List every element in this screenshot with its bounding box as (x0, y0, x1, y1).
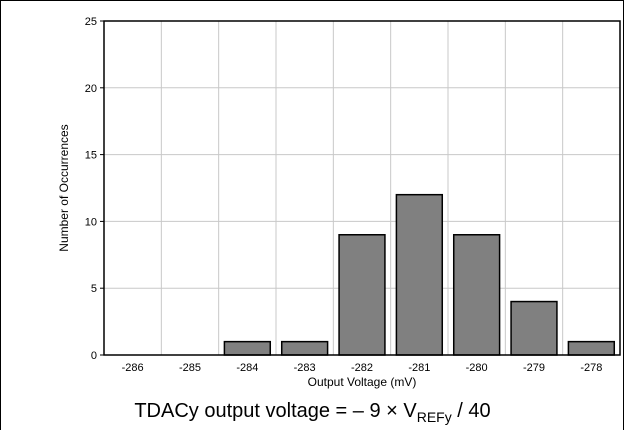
bar (510, 300, 558, 356)
x-tick-label: -279 (523, 362, 545, 374)
x-tick-label: -286 (122, 362, 144, 374)
y-tick-label: 25 (85, 16, 97, 28)
plot-area-border (103, 20, 621, 356)
x-tick-label: -284 (236, 362, 258, 374)
y-tick-label: 5 (91, 283, 97, 295)
x-tick-label: -285 (179, 362, 201, 374)
caption-minus: – (352, 400, 364, 422)
x-tick-label: -281 (408, 362, 430, 374)
x-tick-label: -282 (351, 362, 373, 374)
y-tick-labels: 0 5 10 15 20 25 (85, 16, 104, 362)
y-tick-label: 0 (91, 350, 97, 362)
x-tick-labels: -286 -285 -284 -283 -282 -281 -280 -279 -278 (122, 362, 603, 374)
caption-suffix: / 40 (451, 400, 491, 422)
bars (223, 193, 616, 356)
bar (452, 234, 501, 356)
grid-lines (104, 21, 620, 355)
bar (280, 340, 329, 356)
x-tick-label: -278 (580, 362, 602, 374)
y-tick-label: 15 (85, 150, 97, 162)
bar (395, 193, 444, 356)
chart-caption: TDACy output voltage = – 9 × VREFy / 40 (0, 400, 625, 425)
y-tick-label: 20 (85, 83, 97, 95)
bar (223, 340, 272, 356)
caption-expr: 9 × V (363, 400, 417, 422)
y-axis-label: Number of Occurrences (57, 124, 71, 251)
bar (338, 234, 386, 356)
caption-prefix: TDACy output voltage = (134, 400, 353, 422)
y-tick-label: 10 (85, 216, 97, 228)
caption-subscript: REFy (416, 409, 452, 425)
x-tick-label: -283 (294, 362, 316, 374)
x-tick-label: -280 (466, 362, 488, 374)
bar (567, 340, 616, 356)
x-axis-label: Output Voltage (mV) (308, 375, 417, 389)
